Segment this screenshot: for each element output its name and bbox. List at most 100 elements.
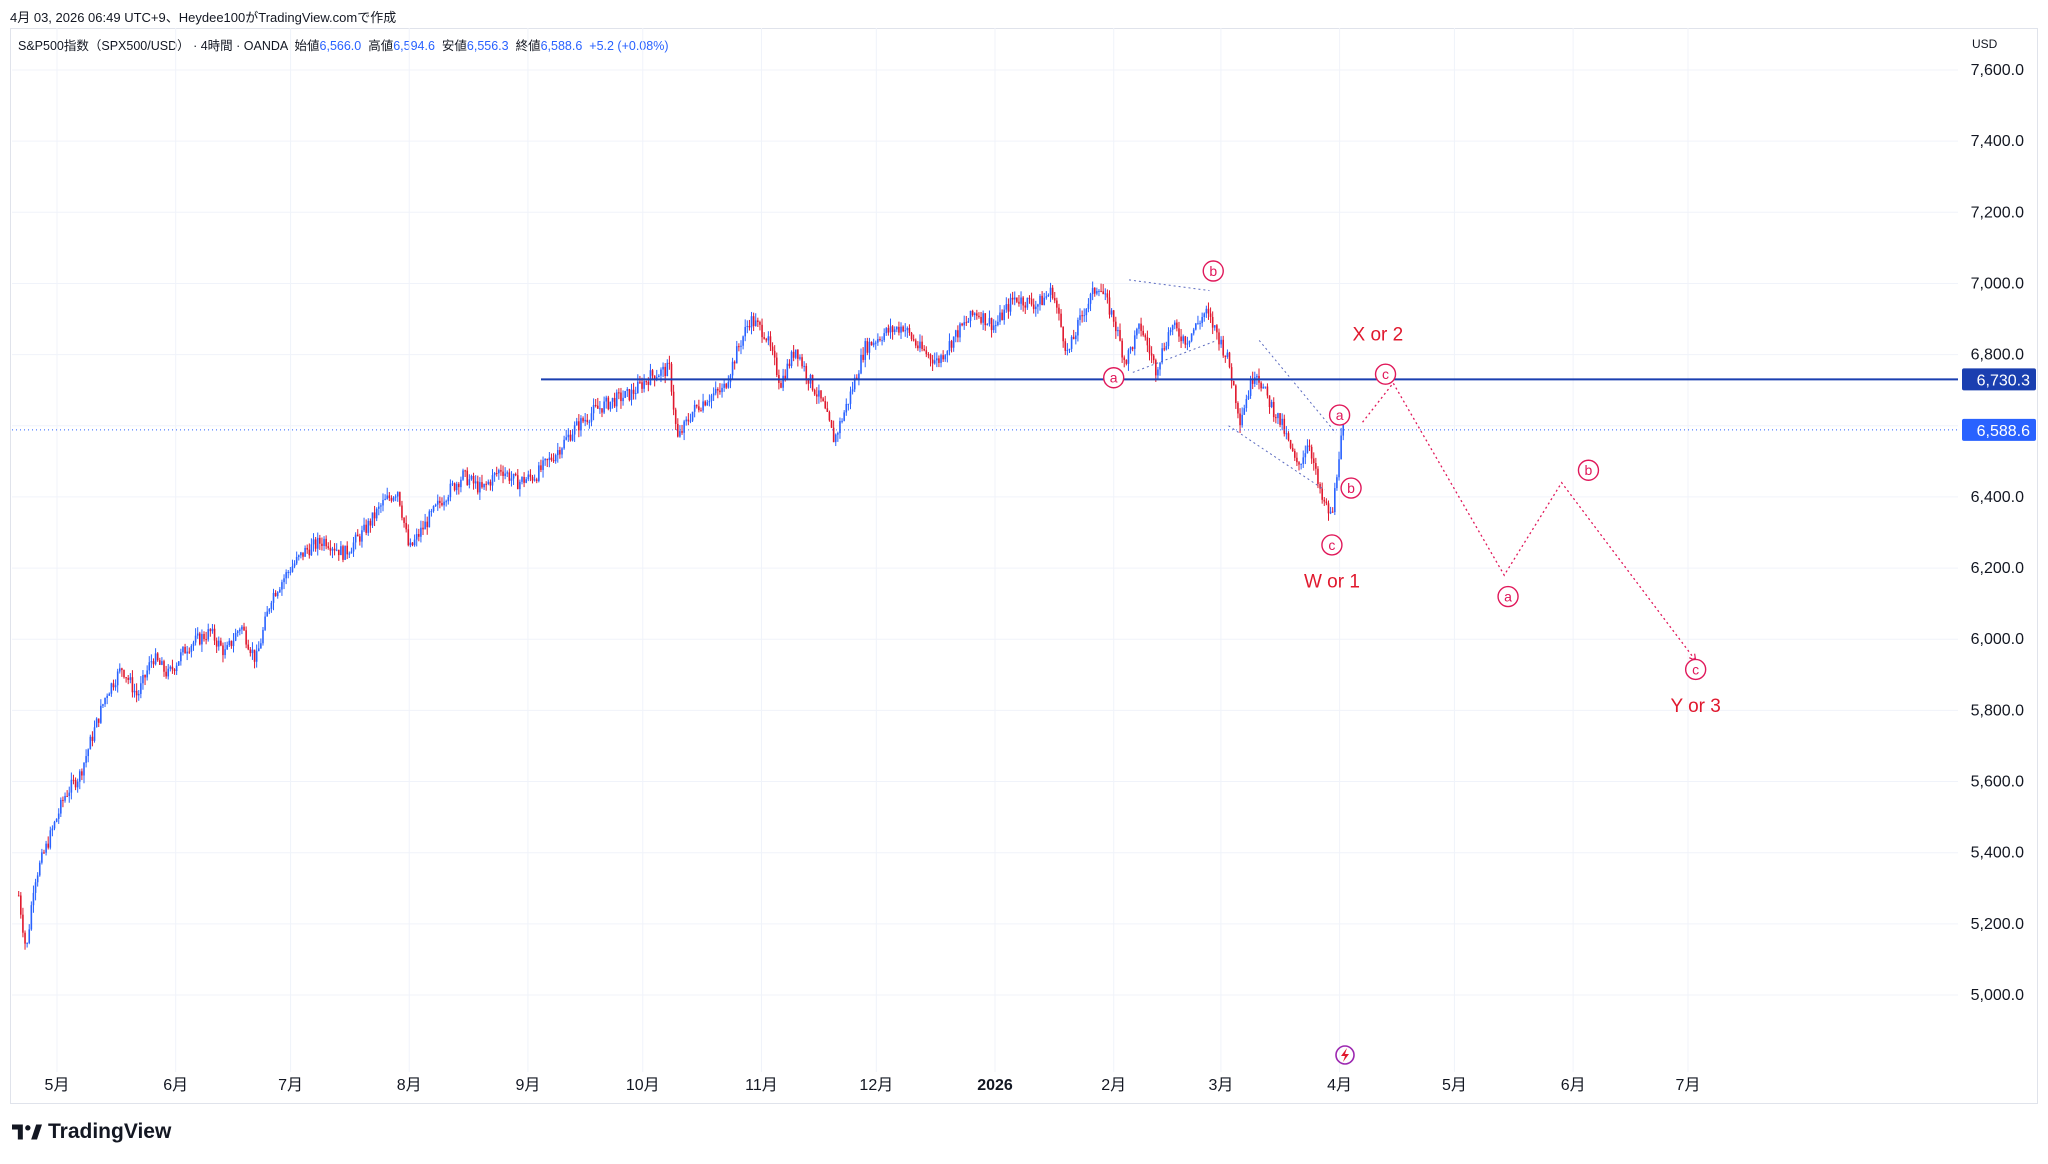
symbol-name[interactable]: S&P500指数（SPX500/USD） <box>18 39 190 53</box>
candle <box>874 340 877 350</box>
levels-layer <box>12 378 1958 431</box>
candle <box>285 569 287 585</box>
candle <box>1247 390 1250 400</box>
candle <box>55 818 58 823</box>
candle <box>744 319 746 342</box>
wave-label-text: b <box>1585 462 1593 478</box>
candle <box>247 639 250 651</box>
candle <box>887 324 890 336</box>
candle <box>323 536 325 551</box>
candle <box>1136 327 1138 339</box>
candle <box>1117 326 1119 337</box>
wave-label[interactable]: c <box>1321 534 1343 556</box>
price-tag-label: 6,588.6 <box>1977 423 2030 440</box>
candle <box>114 679 117 691</box>
candle <box>504 467 506 480</box>
candle <box>872 338 875 348</box>
candle <box>938 355 940 368</box>
candle <box>184 643 186 654</box>
x-tick-label: 4月 <box>1327 1077 1352 1094</box>
candle <box>592 398 595 421</box>
candle <box>904 323 907 337</box>
candle <box>1028 295 1031 304</box>
candle <box>542 456 544 478</box>
wave-label-text: c <box>1328 537 1335 553</box>
wave-label[interactable]: a <box>1328 404 1351 426</box>
candle <box>917 341 919 351</box>
flash-icon[interactable] <box>1335 1045 1355 1065</box>
candle <box>241 624 243 635</box>
candle <box>986 323 989 326</box>
x-tick-label: 6月 <box>1561 1077 1586 1094</box>
candle <box>1085 308 1088 323</box>
chart-frame <box>10 28 2038 1104</box>
candle <box>1325 498 1328 506</box>
price-tag[interactable]: 6,730.3 <box>1962 368 2036 391</box>
x-tick-label: 10月 <box>626 1077 660 1094</box>
candle <box>584 412 586 427</box>
candle <box>990 317 993 338</box>
candle <box>213 624 216 646</box>
candle <box>150 654 153 668</box>
y-tick-label: 7,600.0 <box>1971 62 2024 79</box>
candle <box>306 544 309 554</box>
candle <box>1100 283 1102 293</box>
candle <box>81 768 83 781</box>
wave-label-text: a <box>1336 407 1344 423</box>
candle <box>121 667 123 677</box>
candle <box>363 517 365 533</box>
price-tag[interactable]: 6,588.6 <box>1962 418 2036 441</box>
candle <box>712 387 715 401</box>
candle <box>428 509 431 528</box>
tradingview-logo[interactable]: TradingView <box>12 1120 171 1144</box>
candle <box>192 640 195 651</box>
candle <box>1199 320 1201 330</box>
wave-annotation[interactable]: W or 1 <box>1304 572 1360 593</box>
wave-annotation[interactable]: Y or 3 <box>1670 696 1720 717</box>
wave-label[interactable]: c <box>1374 363 1397 385</box>
symbol-legend[interactable]: S&P500指数（SPX500/USD） · 4時間 · OANDA 始値6,5… <box>18 35 668 54</box>
candle <box>565 429 568 441</box>
wave-label[interactable]: b <box>1577 459 1600 481</box>
candle <box>201 629 203 652</box>
wave-label[interactable]: c <box>1684 658 1707 681</box>
candle <box>1180 328 1182 348</box>
candle <box>466 467 469 486</box>
candle <box>49 826 52 850</box>
candle <box>1043 292 1046 306</box>
candle <box>1182 334 1184 344</box>
candle <box>763 332 765 340</box>
candle <box>91 731 94 747</box>
wave-annotation[interactable]: X or 2 <box>1353 324 1404 345</box>
candle <box>102 703 104 708</box>
y-tick-label: 6,800.0 <box>1971 347 2024 364</box>
wave-label[interactable]: b <box>1340 477 1362 499</box>
candle <box>432 505 435 513</box>
candle <box>634 386 637 400</box>
y-tick-label: 5,800.0 <box>1971 702 2024 719</box>
candle <box>853 374 856 393</box>
candle <box>62 796 64 808</box>
candle <box>491 469 494 492</box>
candle <box>1266 383 1269 399</box>
brand-name: TradingView <box>48 1120 172 1143</box>
wave-label[interactable]: a <box>1103 367 1125 389</box>
wave-label[interactable]: b <box>1202 260 1224 282</box>
candle <box>1308 439 1311 452</box>
candle <box>691 411 694 422</box>
candle <box>801 353 803 369</box>
candle <box>177 661 180 667</box>
wave-label[interactable]: a <box>1497 585 1519 608</box>
candle <box>858 370 860 386</box>
candle <box>1241 407 1243 428</box>
candle <box>319 534 321 550</box>
candle <box>687 413 690 426</box>
x-tick-label: 2月 <box>1101 1077 1126 1094</box>
candle <box>1077 317 1079 342</box>
candle <box>175 662 178 676</box>
candle <box>108 692 111 696</box>
candle <box>1228 351 1231 369</box>
candle <box>260 638 262 649</box>
candle <box>276 591 279 599</box>
